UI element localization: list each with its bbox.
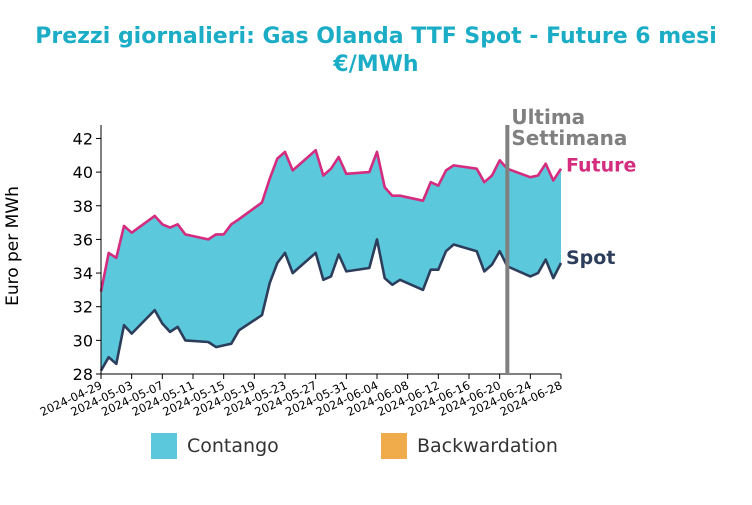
legend-item-contango: Contango [151, 432, 279, 460]
legend-label-backwardation: Backwardation [417, 435, 558, 457]
legend-swatch-contango [151, 433, 177, 459]
y-tick-label: 40 [73, 163, 93, 182]
legend-item-backwardation: Backwardation [381, 432, 558, 460]
annotation-line1: Ultima [511, 105, 585, 129]
series-line-future [99, 148, 563, 292]
series-end-label-future: Future [566, 155, 636, 177]
series-end-label-spot: Spot [566, 247, 615, 269]
series-line-spot [99, 238, 563, 372]
spread-fill-group [101, 150, 561, 371]
chart-title: Prezzi giornalieri: Gas Olanda TTF Spot … [35, 24, 717, 49]
y-tick-label: 42 [73, 129, 93, 148]
chart-subtitle: €/MWh [333, 52, 419, 77]
y-tick-label: 34 [73, 264, 93, 283]
y-tick-label: 28 [73, 365, 93, 384]
y-tick-label: 30 [73, 331, 93, 350]
series-lines-group [99, 148, 563, 372]
y-tick-label: 32 [73, 298, 93, 317]
legend-swatch-backwardation [381, 433, 407, 459]
y-tick-label: 38 [73, 197, 93, 216]
annotation-line2: Settimana [511, 126, 627, 150]
contango-area [101, 150, 561, 371]
y-tick-label: 36 [73, 230, 93, 249]
legend-label-contango: Contango [187, 435, 279, 457]
